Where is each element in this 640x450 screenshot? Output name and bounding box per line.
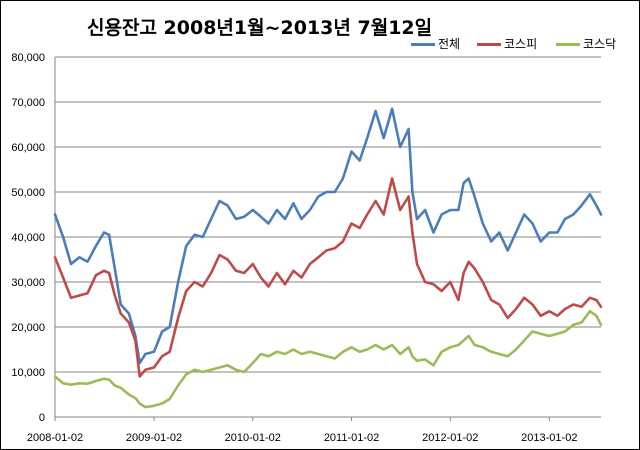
y-tick-label: 40,000	[11, 232, 45, 244]
legend-swatch-kosdaq	[556, 43, 580, 46]
y-tick-label: 80,000	[11, 52, 45, 64]
chart-legend: 전체 코스피 코스닥	[411, 35, 636, 53]
y-tick-label: 60,000	[11, 142, 45, 154]
y-tick-label: 0	[39, 412, 45, 424]
y-tick-label: 50,000	[11, 187, 45, 199]
y-tick-label: 70,000	[11, 97, 45, 109]
x-tick-label: 2010-01-02	[225, 432, 281, 444]
y-tick-label: 10,000	[11, 367, 45, 379]
chart-title: 신용잔고 2008년1월~2013년 7월12일	[87, 17, 433, 39]
x-tick-label: 2013-01-02	[521, 432, 577, 444]
legend-swatch-kospi	[477, 43, 501, 46]
series-line-kospi	[53, 177, 603, 378]
x-tick-label: 2012-01-02	[422, 432, 478, 444]
legend-label-kospi: 코스피	[504, 37, 538, 51]
legend-label-total: 전체	[438, 37, 461, 51]
legend-swatch-total	[411, 43, 435, 46]
y-tick-label: 30,000	[11, 277, 45, 289]
x-tick-label: 2009-01-02	[126, 432, 182, 444]
x-tick-label: 2008-01-02	[27, 432, 83, 444]
series-line-kosdaq	[53, 309, 603, 409]
y-tick-label: 20,000	[11, 322, 45, 334]
series-line-total	[53, 107, 603, 365]
legend-label-kosdaq: 코스닥	[583, 37, 617, 51]
x-tick-label: 2011-01-02	[324, 432, 379, 444]
